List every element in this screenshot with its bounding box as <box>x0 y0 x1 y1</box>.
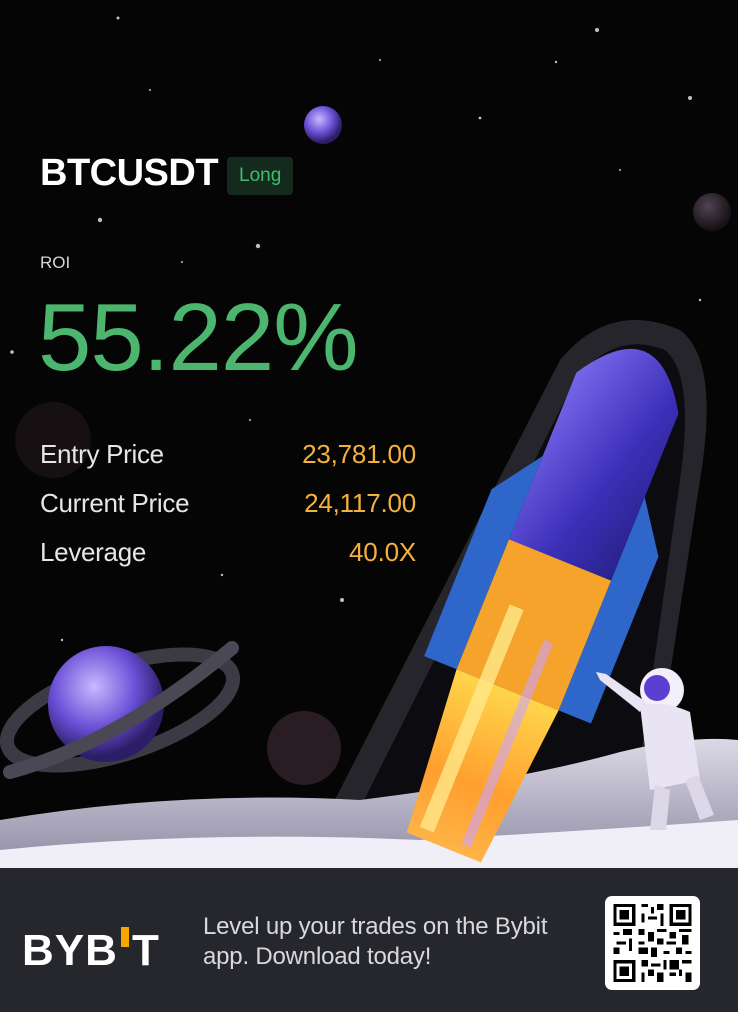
metric-row-entry-price: Entry Price 23,781.00 <box>40 430 416 479</box>
metric-value: 23,781.00 <box>302 439 416 469</box>
bybit-logo: BYB T <box>22 921 172 973</box>
promo-text: Level up your trades on the Bybit app. D… <box>203 913 548 970</box>
roi-label: ROI <box>40 253 71 272</box>
position-side-badge: Long <box>227 157 294 195</box>
metric-value: 24,117.00 <box>304 488 416 518</box>
qr-code[interactable] <box>605 896 700 990</box>
trading-pair: BTCUSDT <box>40 152 219 194</box>
metric-row-current-price: Current Price 24,117.00 <box>40 479 416 528</box>
metric-label: Leverage <box>40 537 147 567</box>
metric-label: Entry Price <box>40 439 164 469</box>
position-metrics: Entry Price 23,781.00 Current Price 24,1… <box>40 430 416 577</box>
metric-value: 40.0X <box>349 537 416 567</box>
space-background <box>0 16 738 868</box>
roi-value: 55.22% <box>38 284 359 391</box>
metric-label: Current Price <box>40 488 190 518</box>
svg-text:BYB: BYB <box>22 926 118 973</box>
metric-row-leverage: Leverage 40.0X <box>40 528 416 577</box>
svg-text:T: T <box>132 926 159 973</box>
